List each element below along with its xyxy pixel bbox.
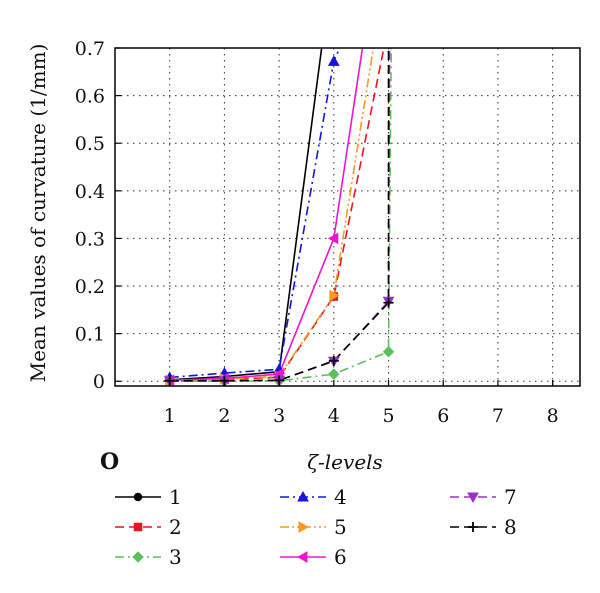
x-tick-label: 7 <box>492 405 504 427</box>
x-tick-label: 5 <box>382 405 394 427</box>
data-point <box>468 522 478 532</box>
data-point <box>296 551 308 563</box>
legend-label: 8 <box>504 515 517 539</box>
legend-item-4: 4 <box>280 485 347 509</box>
legend-label: 3 <box>169 545 182 569</box>
legend-label: 6 <box>334 545 347 569</box>
y-tick-label: 0.2 <box>75 276 105 298</box>
x-tick-label: 2 <box>218 405 230 427</box>
legend-label: 4 <box>334 485 347 509</box>
x-tick-label: 6 <box>437 405 449 427</box>
y-tick-label: 0 <box>93 371 105 393</box>
panel-label: O <box>100 449 119 475</box>
data-point <box>133 522 143 532</box>
data-point <box>327 55 340 66</box>
data-point <box>382 346 395 358</box>
legend-label: 1 <box>169 485 182 509</box>
series-line-3 <box>169 48 393 382</box>
series-line-6 <box>169 48 364 382</box>
legend-label: 2 <box>169 515 182 539</box>
series-line-1 <box>169 48 323 381</box>
plot-frame <box>114 47 581 387</box>
series-lines <box>169 48 393 382</box>
y-tick-label: 0.4 <box>75 181 105 203</box>
data-point <box>328 368 340 380</box>
data-point <box>383 297 394 308</box>
legend-item-1: 1 <box>115 485 182 509</box>
x-tick-label: 3 <box>273 405 285 427</box>
data-point <box>329 289 340 302</box>
grid <box>115 47 580 386</box>
legend: 1 2 3 4 5 6 7 8 <box>115 485 517 569</box>
data-point <box>328 355 339 366</box>
data-point <box>297 490 309 502</box>
y-tick-label: 0.1 <box>75 324 105 346</box>
legend-item-2: 2 <box>115 515 182 539</box>
data-point <box>298 521 310 533</box>
data-point <box>132 551 144 563</box>
series-line-2 <box>169 48 385 382</box>
y-tick-label: 0.7 <box>75 38 105 60</box>
data-point <box>133 492 143 502</box>
legend-item-3: 3 <box>115 545 182 569</box>
series-line-8 <box>169 48 390 382</box>
legend-item-8: 8 <box>450 515 517 539</box>
y-tick-label: 0.3 <box>75 228 105 250</box>
y-axis-title: Mean values of curvature (1/mm) <box>26 44 50 383</box>
legend-item-7: 7 <box>450 485 517 509</box>
x-tick-label: 8 <box>547 405 559 427</box>
y-ticks: 0 0.1 0.2 0.3 0.4 0.5 0.6 0.7 <box>75 38 121 393</box>
series-line-4 <box>169 48 341 379</box>
x-tick-label: 1 <box>164 405 176 427</box>
series-line-5 <box>169 48 375 382</box>
y-tick-label: 0.6 <box>75 86 105 108</box>
x-tick-label: 4 <box>328 405 340 427</box>
data-point <box>467 492 479 504</box>
legend-item-6: 6 <box>280 545 347 569</box>
legend-label: 5 <box>334 515 347 539</box>
legend-item-5: 5 <box>280 515 347 539</box>
x-ticks: 1 2 3 4 5 6 7 8 <box>164 380 559 427</box>
y-tick-label: 0.5 <box>75 133 105 155</box>
x-axis-title: ζ-levels <box>307 450 383 474</box>
legend-label: 7 <box>504 485 517 509</box>
data-point <box>327 232 339 245</box>
